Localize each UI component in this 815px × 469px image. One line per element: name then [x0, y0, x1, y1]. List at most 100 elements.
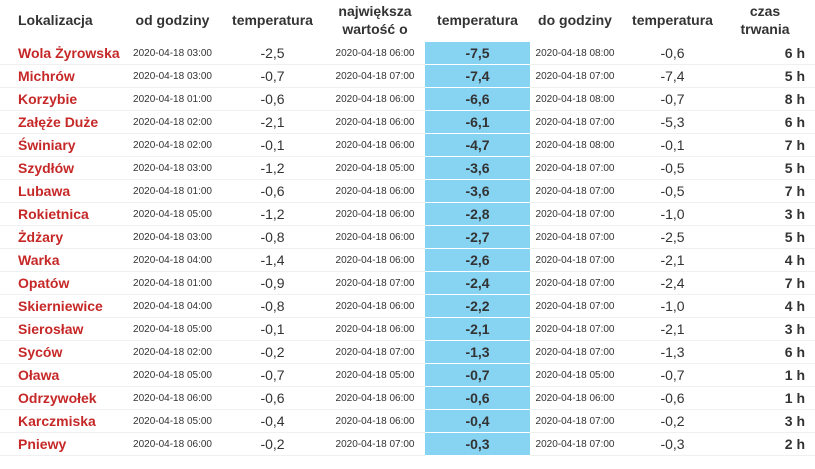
table-cell: 2020-04-18 07:00	[530, 203, 620, 226]
table-cell: 2020-04-18 06:00	[530, 387, 620, 410]
table-cell: 6 h	[725, 341, 815, 364]
table-row: Oława 2020-04-18 05:00 -0,7 2020-04-18 05:0…	[0, 364, 815, 387]
table-cell: 2020-04-18 05:00	[125, 203, 220, 226]
header-cell: Lokalizacja	[18, 12, 93, 28]
table-cell: -2,1	[620, 318, 725, 341]
header-cell: temperatura	[232, 12, 313, 28]
table-cell: -3,6	[425, 157, 530, 180]
table-cell: 2020-04-18 07:00	[530, 433, 620, 456]
table-row: Załęże Duże 2020-04-18 02:00 -2,1 2020-04-1…	[0, 111, 815, 134]
table-row: Skierniewice 2020-04-18 04:00 -0,8 2020-04-…	[0, 295, 815, 318]
table-cell: -0,6	[220, 180, 325, 203]
table-cell: 2020-04-18 08:00	[530, 134, 620, 157]
header-cell: największa wartość o	[338, 3, 412, 37]
table-cell: 2020-04-18 03:00	[125, 42, 220, 65]
table-cell: 2020-04-18 06:00	[125, 387, 220, 410]
table-cell: 4 h	[725, 249, 815, 272]
table-cell: Świniary	[0, 134, 125, 157]
table-cell: Michrów	[0, 65, 125, 88]
table-cell: -0,1	[620, 134, 725, 157]
table-cell: Sierosław	[0, 318, 125, 341]
table-cell: -0,7	[220, 65, 325, 88]
table-cell: 2020-04-18 07:00	[325, 272, 425, 295]
table-row: Pniewy 2020-04-18 06:00 -0,2 2020-04-18 07:…	[0, 433, 815, 456]
table-cell: Syców	[0, 341, 125, 364]
table-cell: Opatów	[0, 272, 125, 295]
table-cell: 2020-04-18 03:00	[125, 65, 220, 88]
table-cell: 2020-04-18 01:00	[125, 88, 220, 111]
table-cell: -0,9	[220, 272, 325, 295]
table-cell: 2020-04-18 07:00	[325, 433, 425, 456]
table-cell: 2020-04-18 07:00	[530, 318, 620, 341]
table-cell: -6,6	[425, 88, 530, 111]
table-cell: 2020-04-18 08:00	[530, 88, 620, 111]
table-cell: 6 h	[725, 111, 815, 134]
table-cell: 2020-04-18 01:00	[125, 180, 220, 203]
table-cell: -0,6	[220, 88, 325, 111]
table-cell: -0,7	[220, 364, 325, 387]
table-cell: 2020-04-18 05:00	[530, 364, 620, 387]
table-cell: -0,3	[620, 433, 725, 456]
table-cell: 2020-04-18 02:00	[125, 134, 220, 157]
table-cell: 2020-04-18 02:00	[125, 341, 220, 364]
table-cell: 2020-04-18 06:00	[325, 134, 425, 157]
table-cell: 2020-04-18 05:00	[125, 410, 220, 433]
table-cell: 2020-04-18 06:00	[325, 42, 425, 65]
table-cell: Korzybie	[0, 88, 125, 111]
table-cell: 2020-04-18 05:00	[125, 318, 220, 341]
table-row: Karczmiska 2020-04-18 05:00 -0,4 2020-04-18…	[0, 410, 815, 433]
table-cell: -7,5	[425, 42, 530, 65]
table-cell: 7 h	[725, 134, 815, 157]
table-cell: -4,7	[425, 134, 530, 157]
table-cell: -0,6	[620, 387, 725, 410]
table-cell: 2020-04-18 04:00	[125, 295, 220, 318]
table-cell: -0,3	[425, 433, 530, 456]
table-cell: -0,1	[220, 318, 325, 341]
table-cell: 5 h	[725, 65, 815, 88]
table-cell: 5 h	[725, 226, 815, 249]
table-cell: Żdżary	[0, 226, 125, 249]
table-cell: 2020-04-18 06:00	[325, 88, 425, 111]
table-cell: 2020-04-18 03:00	[125, 157, 220, 180]
table-cell: Wola Żyrowska	[0, 42, 125, 65]
table-cell: Warka	[0, 249, 125, 272]
table-row: Sierosław 2020-04-18 05:00 -0,1 2020-04-18 …	[0, 318, 815, 341]
table-cell: 2020-04-18 08:00	[530, 42, 620, 65]
table-row: Syców 2020-04-18 02:00 -0,2 2020-04-18 07:0…	[0, 341, 815, 364]
table-cell: -1,0	[620, 295, 725, 318]
table-cell: -0,7	[620, 88, 725, 111]
table-cell: Skierniewice	[0, 295, 125, 318]
table-cell: 2020-04-18 07:00	[530, 180, 620, 203]
table-cell: 6 h	[725, 42, 815, 65]
table-cell: Odrzywołek	[0, 387, 125, 410]
table-cell: -1,4	[220, 249, 325, 272]
table-row: Żdżary 2020-04-18 03:00 -0,8 2020-04-18 06:…	[0, 226, 815, 249]
table-cell: -2,4	[425, 272, 530, 295]
table-cell: 2020-04-18 07:00	[530, 249, 620, 272]
table-cell: -2,4	[620, 272, 725, 295]
table-cell: -2,5	[620, 226, 725, 249]
table-row: Szydłów 2020-04-18 03:00 -1,2 2020-04-18 05…	[0, 157, 815, 180]
table-cell: -0,8	[220, 295, 325, 318]
table-cell: -2,6	[425, 249, 530, 272]
table-cell: -0,2	[220, 341, 325, 364]
table-cell: -2,2	[425, 295, 530, 318]
header-cell: do godziny	[538, 12, 612, 28]
table-row: Lubawa 2020-04-18 01:00 -0,6 2020-04-18 06:…	[0, 180, 815, 203]
table-cell: Szydłów	[0, 157, 125, 180]
table-cell: 2020-04-18 07:00	[530, 295, 620, 318]
table-cell: 2 h	[725, 433, 815, 456]
table-cell: 2020-04-18 07:00	[530, 65, 620, 88]
table-cell: -5,3	[620, 111, 725, 134]
table-cell: Załęże Duże	[0, 111, 125, 134]
table-cell: 2020-04-18 06:00	[325, 203, 425, 226]
table-cell: 2020-04-18 01:00	[125, 272, 220, 295]
table-cell: 2020-04-18 04:00	[125, 249, 220, 272]
table-cell: 1 h	[725, 364, 815, 387]
table-cell: 1 h	[725, 387, 815, 410]
table-row: Opatów 2020-04-18 01:00 -0,9 2020-04-18 07:…	[0, 272, 815, 295]
table-cell: -0,4	[220, 410, 325, 433]
table-cell: 2020-04-18 07:00	[530, 111, 620, 134]
